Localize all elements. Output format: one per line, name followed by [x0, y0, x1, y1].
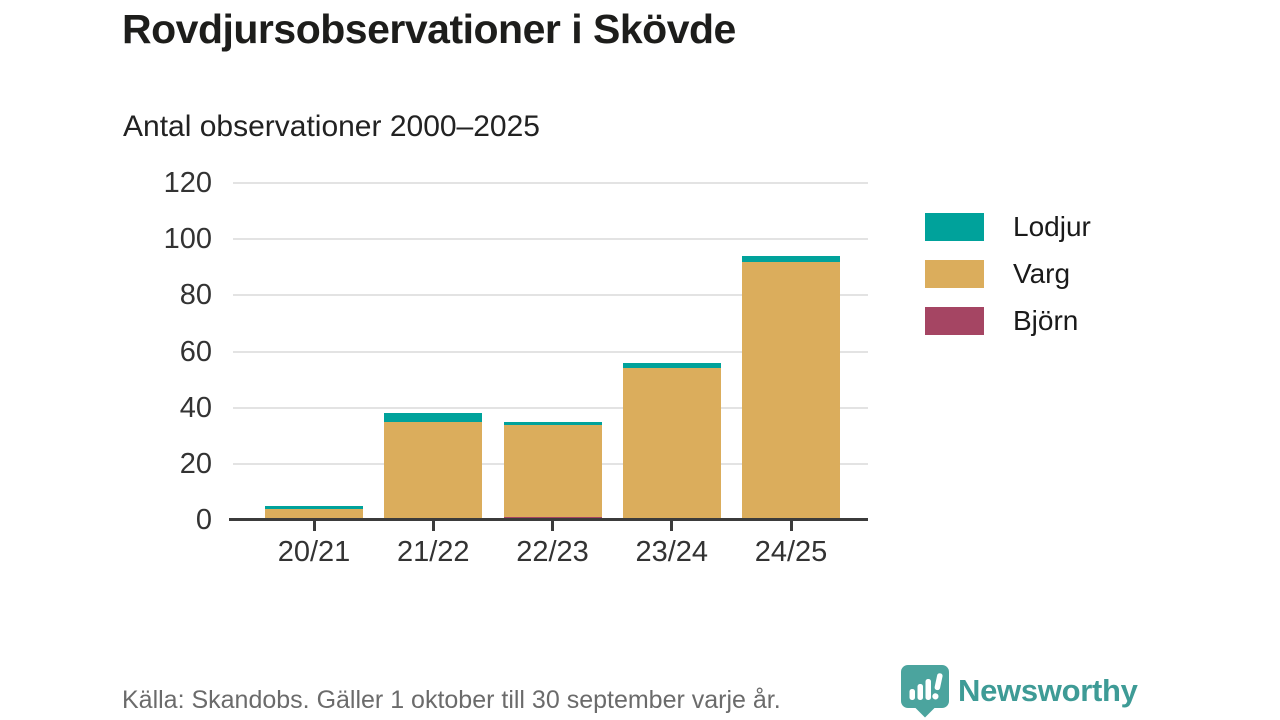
plot-area	[233, 182, 868, 520]
bar-segment-varg-24/25	[742, 261, 840, 520]
bar-20/21	[265, 505, 363, 520]
x-tick-label-24/25: 24/25	[754, 536, 828, 568]
x-axis-line	[229, 518, 868, 521]
bar-segment-varg-21/22	[384, 421, 483, 520]
y-tick-label-60: 60	[179, 335, 212, 368]
legend-label-varg: Varg	[1013, 258, 1071, 289]
bar-24/25	[742, 256, 840, 520]
x-tick-20/21	[312, 521, 316, 531]
y-tick-label-100: 100	[163, 223, 212, 256]
gridline-100	[233, 238, 868, 241]
legend-item-björn: Björn	[925, 307, 1091, 335]
bar-23/24	[622, 362, 721, 520]
bar-segment-lodjur-20/21	[265, 505, 363, 509]
y-tick-label-80: 80	[179, 279, 212, 312]
x-tick-label-22/23: 22/23	[516, 536, 589, 568]
bar-segment-varg-20/21	[265, 508, 363, 520]
legend-swatch-lodjur	[925, 213, 984, 241]
source-note: Källa: Skandobs. Gäller 1 oktober till 3…	[122, 686, 781, 714]
gridline-60	[233, 350, 868, 353]
y-tick-label-40: 40	[179, 391, 212, 424]
x-tick-24/25	[789, 521, 793, 531]
legend-swatch-varg	[925, 260, 984, 288]
legend-swatch-björn	[925, 307, 984, 335]
x-tick-label-23/24: 23/24	[635, 536, 709, 568]
chart-subtitle: Antal observationer 2000–2025	[123, 110, 540, 143]
bar-22/23	[503, 421, 602, 520]
legend-item-varg: Varg	[925, 260, 1091, 288]
y-tick-label-0: 0	[195, 504, 212, 536]
x-tick-23/24	[670, 521, 674, 531]
bar-chart-speech-bubble-icon	[901, 665, 949, 718]
x-tick-22/23	[551, 521, 554, 531]
bar-segment-lodjur-22/23	[503, 421, 602, 425]
y-tick-label-120: 120	[163, 167, 212, 199]
legend: Lodjur Varg Björn	[925, 213, 1091, 354]
x-tick-label-20/21: 20/21	[277, 536, 351, 568]
bar-segment-varg-23/24	[622, 368, 721, 520]
legend-item-lodjur: Lodjur	[925, 213, 1091, 241]
bar-segment-lodjur-21/22	[384, 413, 483, 422]
bar-21/22	[384, 413, 483, 520]
x-tick-label-21/22: 21/22	[396, 536, 470, 568]
bar-segment-lodjur-24/25	[742, 256, 840, 262]
y-tick-label-20: 20	[179, 447, 212, 480]
x-tick-21/22	[431, 521, 435, 531]
gridline-120	[233, 182, 868, 184]
bar-segment-varg-22/23	[503, 424, 602, 518]
gridline-80	[233, 294, 868, 297]
gridline-40	[233, 406, 868, 409]
chart-title: Rovdjursobservationer i Skövde	[122, 6, 736, 52]
brand-name: Newsworthy	[958, 673, 1138, 708]
legend-label-björn: Björn	[1013, 305, 1079, 336]
legend-label-lodjur: Lodjur	[1013, 211, 1091, 242]
branding: Newsworthy	[900, 664, 1138, 718]
bar-segment-lodjur-23/24	[622, 362, 721, 369]
